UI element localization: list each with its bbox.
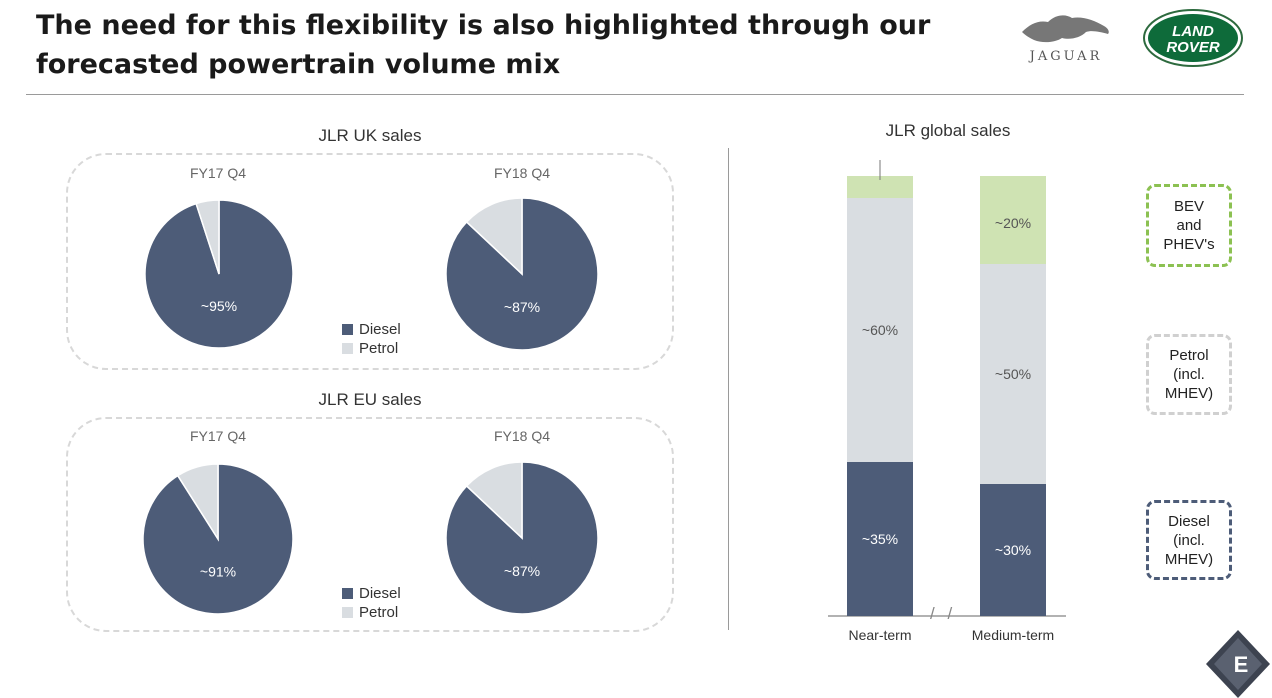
pie-value-label: ~91%: [200, 564, 236, 580]
page-title: The need for this flexibility is also hi…: [36, 6, 936, 84]
pie-chart-eu-fy17: ~91%: [142, 463, 294, 615]
legend-petrol: Petrol: [359, 340, 399, 357]
land-rover-word-2: ROVER: [1166, 39, 1220, 56]
pie-slice-petrol: [195, 199, 220, 275]
pie-slice-petrol: [465, 461, 523, 540]
bar-value-label: ~35%: [862, 531, 898, 547]
eu-sales-title: JLR EU sales: [318, 390, 422, 409]
pie-value-label: ~87%: [504, 563, 540, 579]
bar-segment-diesel-near-term: [847, 462, 913, 616]
bar-segment-diesel-medium-term: [980, 484, 1046, 616]
uk-fy17-label: FY17 Q4: [189, 165, 247, 181]
legend-box-diesel: Diesel (incl. MHEV): [1146, 500, 1232, 580]
pie-value-label: ~95%: [201, 298, 237, 314]
eu-sales-panel: [66, 417, 674, 632]
pie-chart-uk-fy18: ~87%: [445, 197, 599, 351]
pie-slice-petrol: [465, 197, 523, 276]
x-tick-label: Near-term: [848, 627, 911, 643]
corner-icon-letter: E: [1234, 652, 1249, 677]
uk-sales-title: JLR UK sales: [318, 126, 422, 145]
land-rover-logo: LAND ROVER: [1143, 9, 1243, 67]
jaguar-leaper-icon: [1022, 15, 1109, 43]
global-sales-title: JLR global sales: [885, 121, 1011, 140]
petrol-swatch: [342, 607, 353, 618]
uk-sales-panel: [66, 153, 674, 370]
eu-fy17-label: FY17 Q4: [189, 428, 247, 444]
land-rover-word-1: LAND: [1172, 23, 1214, 40]
section-divider: [728, 148, 729, 630]
bar-segment-bev-phev-medium-term: [980, 176, 1046, 264]
bar-value-label: ~30%: [995, 542, 1031, 558]
legend-diesel: Diesel: [359, 321, 401, 338]
diesel-swatch: [342, 324, 353, 335]
pie-value-label: ~87%: [504, 299, 540, 315]
diesel-swatch: [342, 588, 353, 599]
bar-segment-bev-phev-near-term: [847, 176, 913, 198]
bar-value-label: ~50%: [995, 366, 1031, 382]
legend-bev-phev-label: BEV and PHEV's: [1163, 198, 1215, 253]
bar-value-label: ~20%: [995, 215, 1031, 231]
eu-legend: Diesel Petrol: [342, 584, 401, 622]
petrol-swatch: [342, 343, 353, 354]
bar-segment-petrol-near-term: [847, 198, 913, 462]
title-line-1: The need for this flexibility is also hi…: [36, 10, 931, 41]
pie-slice-diesel: [445, 461, 599, 615]
jaguar-logo: JAGUAR: [1012, 10, 1120, 66]
uk-legend: Diesel Petrol: [342, 320, 401, 358]
corner-brand-icon: E: [1206, 630, 1270, 698]
legend-box-bev-phev: BEV and PHEV's: [1146, 184, 1232, 267]
pie-chart-uk-fy17: ~95%: [144, 199, 294, 349]
legend-petrol-mhev-label: Petrol (incl. MHEV): [1164, 347, 1214, 402]
bar-value-label: ~60%: [862, 322, 898, 338]
legend-diesel-mhev-label: Diesel (incl. MHEV): [1164, 512, 1214, 568]
pie-slice-petrol: [176, 463, 219, 542]
title-divider: [26, 94, 1244, 95]
legend-box-petrol: Petrol (incl. MHEV): [1146, 334, 1232, 415]
uk-fy18-label: FY18 Q4: [493, 165, 551, 181]
x-tick-label: Medium-term: [972, 627, 1054, 643]
pie-chart-eu-fy18: ~87%: [445, 461, 599, 615]
legend-petrol: Petrol: [359, 604, 399, 621]
title-line-2: forecasted powertrain volume mix: [36, 49, 561, 80]
bar-segment-petrol-medium-term: [980, 264, 1046, 484]
jaguar-wordmark: JAGUAR: [1029, 49, 1103, 64]
legend-diesel: Diesel: [359, 585, 401, 602]
axis-break-marker: / /: [930, 604, 957, 623]
stacked-bar-chart-global: ~35%~60%~5%Near-term~30%~50%~20%Medium-t…: [828, 160, 1066, 643]
pie-slice-diesel: [445, 197, 599, 351]
eu-fy18-label: FY18 Q4: [493, 428, 551, 444]
